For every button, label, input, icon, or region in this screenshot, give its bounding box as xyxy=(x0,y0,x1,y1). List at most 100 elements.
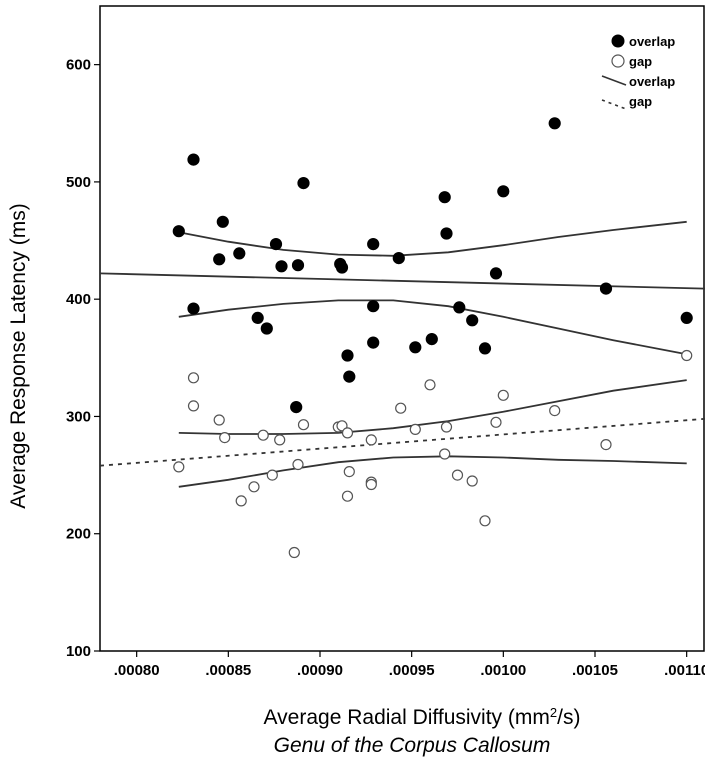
point-overlap xyxy=(438,191,451,204)
x-tick-label: .00090 xyxy=(297,662,343,679)
legend-label: gap xyxy=(629,94,652,109)
y-tick-label: 100 xyxy=(66,643,91,660)
point-gap xyxy=(187,372,200,384)
point-gap xyxy=(395,402,407,414)
point-gap xyxy=(292,458,304,471)
point-overlap xyxy=(680,311,693,324)
y-tick-label: 600 xyxy=(66,57,91,74)
point-gap xyxy=(439,448,451,460)
point-gap xyxy=(466,475,478,487)
point-gap xyxy=(600,439,612,451)
point-gap xyxy=(497,389,509,401)
point-overlap xyxy=(341,349,354,362)
point-overlap xyxy=(489,267,503,280)
point-gap xyxy=(219,432,231,444)
point-gap xyxy=(213,414,225,426)
point-gap xyxy=(288,546,300,559)
point-gap xyxy=(297,419,310,431)
point-overlap xyxy=(216,215,229,228)
y-tick-label: 200 xyxy=(66,526,91,543)
point-overlap xyxy=(343,370,356,383)
point-overlap xyxy=(290,401,303,414)
x-axis-title-main: Average Radial Diffusivity (mm xyxy=(264,706,550,729)
point-overlap xyxy=(548,117,561,130)
legend-label: overlap xyxy=(629,74,675,89)
point-gap xyxy=(266,469,278,481)
point-gap xyxy=(409,423,421,435)
x-axis-title: Average Radial Diffusivity (mm2/s) xyxy=(264,705,581,730)
x-tick-label: .00080 xyxy=(114,662,160,679)
confidence-bands xyxy=(178,220,687,488)
point-gap xyxy=(257,429,269,441)
point-gap xyxy=(424,379,436,391)
point-overlap xyxy=(367,336,380,349)
y-axis-title: Average Response Latency (ms) xyxy=(7,203,30,508)
point-gap xyxy=(235,495,247,507)
legend: overlap gap overlap gap xyxy=(601,34,675,110)
x-tick-label: .00105 xyxy=(572,662,618,679)
point-overlap xyxy=(172,225,185,238)
point-overlap xyxy=(291,259,305,272)
data-points xyxy=(172,117,693,559)
point-overlap xyxy=(425,333,438,346)
point-overlap xyxy=(335,261,349,274)
point-gap xyxy=(274,434,286,446)
point-overlap xyxy=(297,177,310,190)
point-overlap xyxy=(599,282,613,295)
point-gap xyxy=(451,469,464,481)
point-overlap xyxy=(187,302,200,315)
point-gap xyxy=(187,400,200,412)
point-overlap xyxy=(392,252,405,265)
plot-frame xyxy=(99,5,705,652)
x-axis-title-sup: 2 xyxy=(550,705,557,720)
point-overlap xyxy=(275,260,288,273)
x-tick-label: .00110 xyxy=(664,662,705,679)
x-axis-subtitle: Genu of the Corpus Callosum xyxy=(274,734,551,757)
x-tick-label: .00100 xyxy=(480,662,526,679)
point-gap xyxy=(365,434,377,446)
ci-gap-lower xyxy=(178,455,687,488)
legend-marker-overlap xyxy=(611,34,625,48)
point-gap xyxy=(365,478,377,491)
ci-overlap-lower xyxy=(178,299,687,356)
y-tick-label: 400 xyxy=(66,291,91,308)
point-overlap xyxy=(269,238,283,251)
point-overlap xyxy=(453,301,466,314)
point-overlap xyxy=(409,341,422,354)
point-overlap xyxy=(260,322,273,335)
point-gap xyxy=(173,461,185,473)
point-gap xyxy=(440,421,453,433)
point-gap xyxy=(490,416,502,428)
x-tick-label: .00085 xyxy=(205,662,251,679)
y-tick-label: 300 xyxy=(66,408,91,425)
x-axis-title-tail: /s) xyxy=(557,706,580,729)
legend-label: gap xyxy=(629,54,652,69)
y-tick-label: 500 xyxy=(66,174,91,191)
legend-line-gap xyxy=(601,99,627,110)
x-tick-label: .00095 xyxy=(389,662,435,679)
point-overlap xyxy=(478,342,492,355)
legend-line-overlap xyxy=(601,75,627,86)
fit-line-gap xyxy=(99,417,705,467)
legend-label: overlap xyxy=(629,34,675,49)
point-gap xyxy=(681,349,693,362)
point-overlap xyxy=(233,247,246,260)
point-overlap xyxy=(213,253,226,266)
y-axis: 100 200 300 400 500 600 xyxy=(66,57,100,660)
x-axis: .00080 .00085 .00090 .00095 .00100 .00105 .001… xyxy=(114,651,705,679)
point-overlap xyxy=(466,314,479,327)
legend-marker-gap xyxy=(611,54,625,68)
point-gap xyxy=(248,481,260,493)
point-overlap xyxy=(251,311,264,324)
point-gap xyxy=(341,427,354,439)
point-overlap xyxy=(497,185,510,198)
point-gap xyxy=(479,515,491,527)
point-gap xyxy=(549,405,561,417)
point-gap xyxy=(341,490,354,502)
point-overlap xyxy=(440,227,453,240)
point-overlap xyxy=(367,238,380,251)
point-overlap xyxy=(367,300,380,313)
point-gap xyxy=(343,466,355,478)
ci-overlap-upper xyxy=(178,220,687,257)
